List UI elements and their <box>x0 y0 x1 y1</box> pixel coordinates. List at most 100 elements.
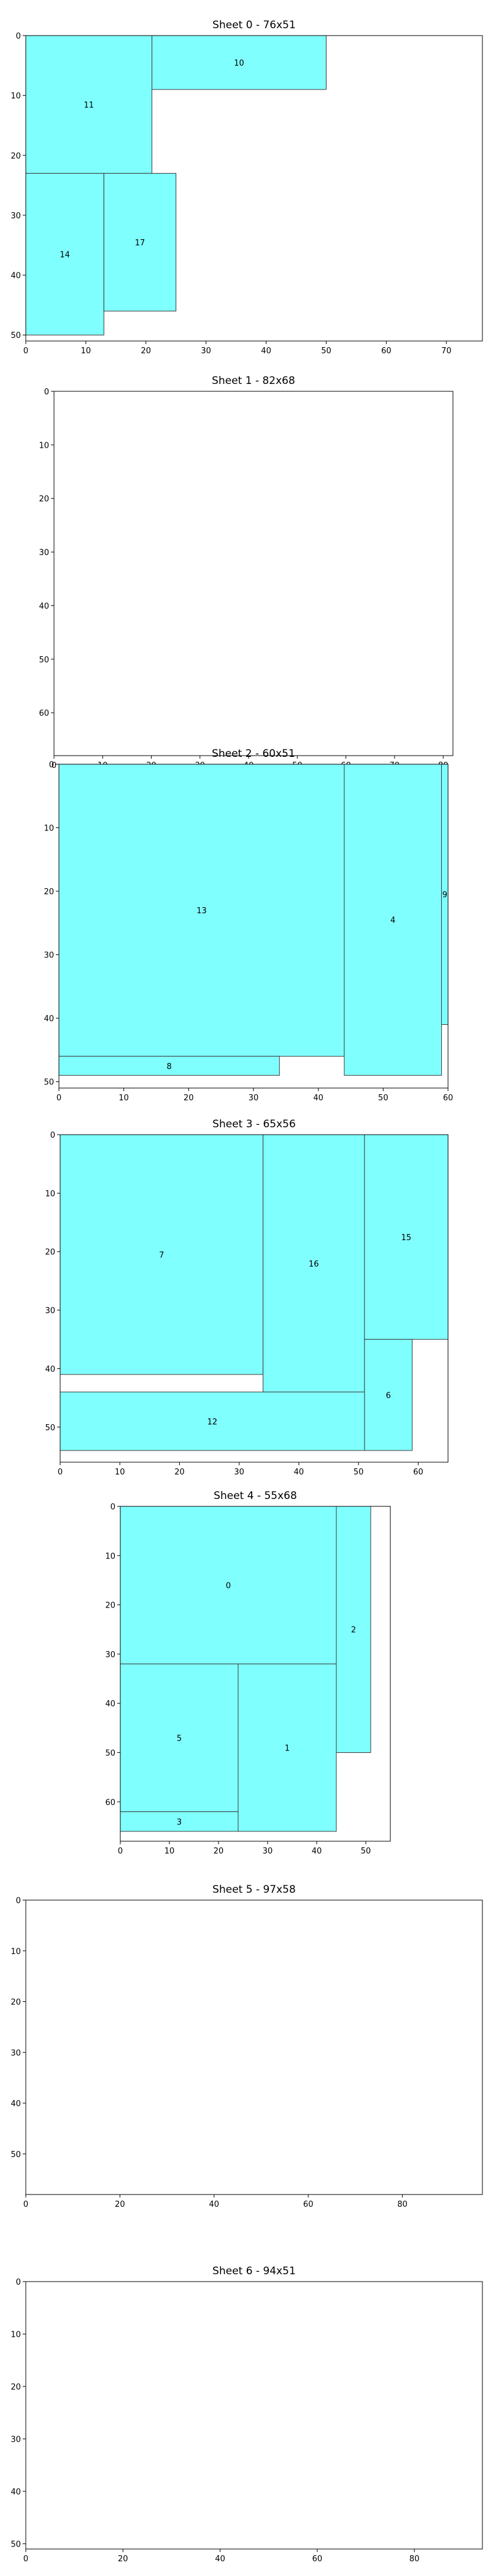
piece-17-rect <box>103 173 177 312</box>
piece-label: 12 <box>207 1417 218 1427</box>
x-tick-label: 0 <box>23 2555 28 2564</box>
x-tick-label: 20 <box>174 1468 185 1477</box>
y-tick-label: 10 <box>39 441 49 450</box>
x-tick-label: 0 <box>23 2200 28 2209</box>
piece-label: 6 <box>386 1391 391 1400</box>
sheet-6-plot: Sheet 6 - 94x51 0 20 40 60 80 0 10 20 30 40 50 <box>10 2265 483 2564</box>
x-tick-label: 30 <box>201 347 211 356</box>
y-tick-label: 30 <box>10 2435 21 2444</box>
sheet-frame <box>25 35 483 342</box>
x-tick-label: 10 <box>115 1468 125 1477</box>
piece-15-rect <box>364 1134 449 1340</box>
sheet-0-plot: Sheet 0 - 76x51 11 10 14 17 0 10 20 30 40 50 60 70 0 1… <box>10 19 483 356</box>
y-tick-label: 0 <box>16 1896 21 1906</box>
piece-11-rect <box>25 35 153 174</box>
y-tick-label: 50 <box>39 656 49 665</box>
piece-label: 0 <box>226 1581 231 1590</box>
sheet-title: Sheet 0 - 76x51 <box>212 19 296 31</box>
x-tick-label: 80 <box>409 2555 420 2564</box>
piece-label: 1 <box>285 1744 290 1753</box>
piece-13-rect <box>58 764 345 1057</box>
piece-label: 2 <box>351 1626 356 1635</box>
y-tick-label: 50 <box>45 1424 55 1433</box>
piece-16-rect <box>263 1134 365 1393</box>
y-tick-label: 10 <box>105 1552 115 1561</box>
x-tick-label: 40 <box>313 1094 323 1103</box>
x-tick-label: 0 <box>52 761 56 770</box>
x-tick-label: 30 <box>234 1468 244 1477</box>
y-tick-label: 30 <box>44 951 54 960</box>
y-tick-label: 10 <box>45 1189 55 1198</box>
sheet-frame <box>25 1899 483 2195</box>
sheet-2-plot: Sheet 2 - 60x51 13 4 9 8 0 10 20 30 40 50 60 0 10 20 30… <box>44 748 453 1103</box>
y-tick-label: 30 <box>45 1306 55 1316</box>
y-tick-label: 0 <box>110 1503 115 1512</box>
y-tick-label: 40 <box>45 1365 55 1374</box>
y-tick-label: 40 <box>10 2488 21 2497</box>
x-tick-label: 0 <box>58 1468 63 1477</box>
sheet-title: Sheet 1 - 82x68 <box>212 375 295 387</box>
sheet-title: Sheet 3 - 65x56 <box>212 1118 296 1130</box>
x-tick-label: 30 <box>249 1094 259 1103</box>
sheet-frame <box>53 391 454 756</box>
piece-label: 11 <box>84 101 95 110</box>
x-tick-label: 0 <box>56 1094 61 1103</box>
y-tick-label: 30 <box>10 2049 21 2058</box>
piece-1-rect <box>238 1663 337 1832</box>
y-tick-label: 30 <box>10 212 21 221</box>
y-tick-label: 30 <box>39 548 49 558</box>
x-tick-label: 20 <box>184 1094 194 1103</box>
x-tick-label: 10 <box>118 1094 129 1103</box>
piece-label: 4 <box>390 916 395 926</box>
y-tick-label: 50 <box>10 2540 21 2549</box>
sheet-frame <box>25 2281 483 2550</box>
x-tick-label: 40 <box>215 2555 225 2564</box>
piece-label: 8 <box>166 1062 171 1071</box>
piece-label: 17 <box>135 239 145 248</box>
piece-12-rect <box>60 1392 365 1451</box>
piece-label: 14 <box>60 250 70 259</box>
x-tick-label: 40 <box>312 1847 322 1856</box>
x-tick-label: 20 <box>118 2555 128 2564</box>
piece-14-rect <box>25 173 104 335</box>
x-tick-label: 60 <box>413 1468 423 1477</box>
sheet-title: Sheet 6 - 94x51 <box>212 2265 296 2277</box>
sheet-5-plot: Sheet 5 - 97x58 0 20 40 60 80 0 10 20 30 40 50 <box>10 1884 483 2209</box>
x-tick-label: 10 <box>164 1847 175 1856</box>
sheet-title: Sheet 5 - 97x58 <box>212 1884 296 1896</box>
y-tick-label: 60 <box>105 1798 115 1807</box>
sheet-1-plot: Sheet 1 - 82x680102030405060708001020304… <box>39 375 454 770</box>
piece-label: 7 <box>159 1251 164 1260</box>
piece-5-rect <box>120 1663 239 1812</box>
y-tick-label: 20 <box>105 1601 115 1611</box>
y-tick-label: 40 <box>105 1700 115 1709</box>
x-tick-label: 50 <box>378 1094 389 1103</box>
y-tick-label: 20 <box>45 1248 55 1257</box>
piece-0-rect <box>120 1506 337 1665</box>
piece-8-rect <box>58 1056 280 1076</box>
y-tick-label: 40 <box>44 1014 54 1024</box>
y-tick-label: 10 <box>10 2330 21 2339</box>
x-tick-label: 60 <box>443 1094 454 1103</box>
y-tick-label: 0 <box>44 388 49 397</box>
x-tick-label: 0 <box>23 347 28 356</box>
y-tick-label: 40 <box>39 602 49 611</box>
y-tick-label: 0 <box>16 32 21 41</box>
x-tick-label: 20 <box>141 347 152 356</box>
sheet-3-plot: Sheet 3 - 65x56 7 16 15 6 12 0 10 20 30 40 50 60 0 10 2… <box>45 1118 449 1477</box>
piece-2-rect <box>336 1506 371 1753</box>
y-tick-label: 10 <box>10 1947 21 1957</box>
x-tick-label: 70 <box>441 347 452 356</box>
y-tick-label: 10 <box>44 824 54 834</box>
y-tick-label: 20 <box>10 2383 21 2392</box>
y-tick-label: 30 <box>105 1650 115 1660</box>
x-tick-label: 60 <box>312 2555 323 2564</box>
y-tick-label: 50 <box>10 2150 21 2160</box>
x-tick-label: 10 <box>81 347 91 356</box>
sheet-frame <box>60 1134 449 1463</box>
x-tick-label: 30 <box>263 1847 273 1856</box>
sheet-frame <box>120 1506 391 1842</box>
piece-label: 13 <box>196 907 207 916</box>
y-tick-label: 20 <box>10 1998 21 2007</box>
